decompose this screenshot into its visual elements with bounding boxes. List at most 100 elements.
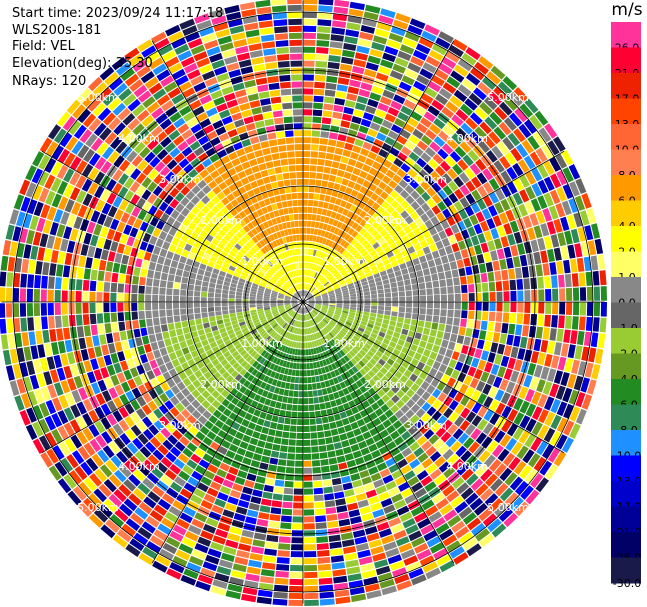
velocity-gate [48,316,55,329]
velocity-gate [309,277,313,284]
velocity-gate [305,291,308,297]
velocity-gate [330,428,339,436]
velocity-gate [359,385,368,394]
velocity-gate [502,76,518,91]
velocity-gate [336,303,343,306]
velocity-gate [503,302,510,312]
velocity-gate [332,435,341,443]
velocity-gate [351,324,359,330]
velocity-gate [362,141,373,151]
velocity-gate [339,215,346,223]
velocity-gate [244,79,256,88]
velocity-gate [363,68,377,78]
velocity-gate [447,341,456,351]
velocity-gate [287,453,295,460]
velocity-gate [460,407,471,419]
velocity-gate [375,246,383,253]
velocity-gate [254,424,263,433]
velocity-gate [496,291,503,302]
velocity-gate [537,424,550,440]
velocity-gate [399,44,415,55]
velocity-gate [193,302,200,308]
velocity-gate [504,151,517,166]
velocity-gate [340,357,347,365]
velocity-gate [333,285,340,290]
velocity-gate [314,307,321,311]
velocity-gate [365,173,375,183]
velocity-gate [421,391,431,401]
velocity-gate [269,514,281,522]
velocity-gate [575,408,587,425]
velocity-gate [401,75,415,86]
velocity-gate [523,374,533,388]
velocity-gate [367,226,375,234]
velocity-gate [453,176,464,188]
velocity-gate [23,346,32,361]
velocity-gate [542,263,550,276]
velocity-gate [357,298,364,302]
velocity-gate [202,317,209,324]
velocity-gate [481,76,497,90]
velocity-gate [416,270,424,278]
velocity-gate [552,302,559,315]
velocity-gate [454,415,465,427]
velocity-gate [460,122,473,135]
velocity-gate [397,50,412,61]
velocity-gate [270,450,280,458]
velocity-gate [544,276,551,289]
velocity-gate [400,384,410,394]
velocity-gate [341,539,355,548]
velocity-gate [303,0,318,5]
velocity-gate [184,332,192,340]
velocity-gate [318,396,325,403]
velocity-gate [414,174,424,185]
velocity-gate [434,456,446,468]
velocity-gate [338,162,347,171]
velocity-gate [303,39,316,46]
velocity-gate [141,335,150,345]
velocity-gate [401,268,409,275]
velocity-gate [483,230,493,242]
velocity-gate [519,189,530,203]
velocity-gate [292,516,303,523]
velocity-gate [435,165,446,177]
velocity-gate [168,352,177,361]
velocity-gate [476,253,485,264]
velocity-gate [148,334,157,343]
velocity-gate [322,295,329,298]
velocity-gate [303,199,308,206]
velocity-gate [431,182,442,193]
velocity-gate [330,278,337,284]
velocity-gate [367,246,375,254]
velocity-gate [320,320,326,327]
velocity-gate [326,514,338,522]
velocity-gate [155,263,163,272]
velocity-gate [462,537,478,551]
velocity-gate [144,343,152,353]
velocity-gate [466,473,479,486]
velocity-gate [316,165,324,173]
velocity-gate [392,348,401,357]
velocity-gate [531,289,538,301]
velocity-gate [381,200,390,210]
velocity-gate [469,112,483,125]
velocity-gate [159,280,167,288]
velocity-gate [402,273,410,281]
velocity-gate [311,256,315,263]
velocity-gate [196,274,204,281]
velocity-gate [334,198,342,206]
velocity-gate [323,486,334,494]
velocity-gate [516,372,526,386]
velocity-gate [194,291,201,297]
velocity-gate [361,357,369,365]
velocity-gate [477,418,488,431]
velocity-gate [506,181,518,195]
velocity-gate [413,447,425,458]
velocity-gate [475,158,487,171]
velocity-gate [327,520,339,529]
velocity-gate [289,425,297,432]
velocity-gate [421,202,431,213]
velocity-gate [558,274,565,288]
velocity-gate [356,45,370,55]
velocity-gate [407,330,416,338]
